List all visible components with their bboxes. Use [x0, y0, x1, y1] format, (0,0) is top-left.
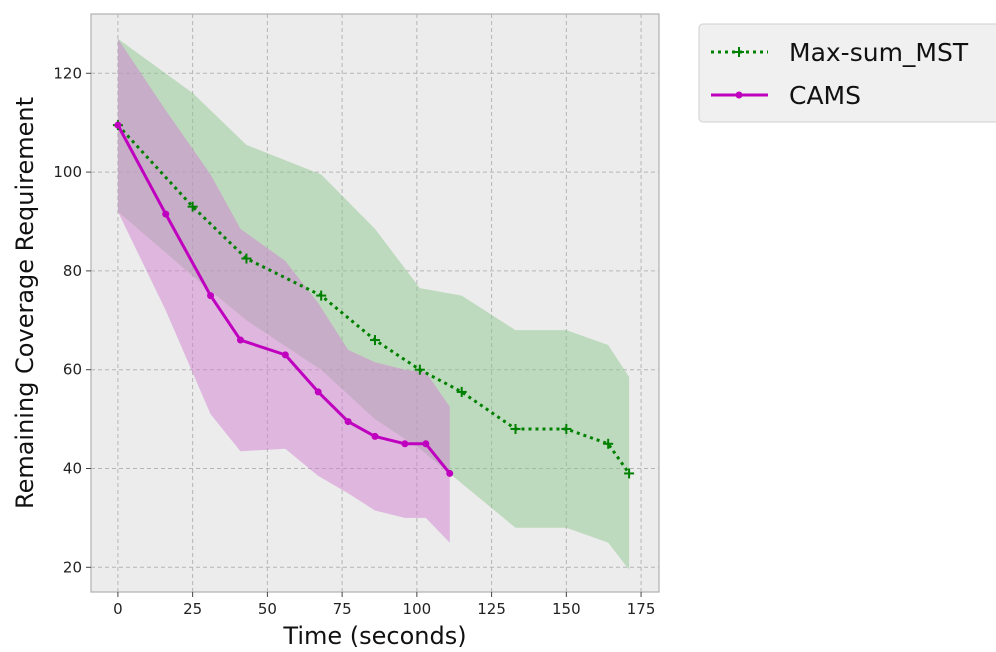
plot-frame [90, 13, 660, 593]
x-ticks: 0 25 50 75 100 125 150 175 [113, 592, 655, 618]
legend: Max-sum_MST CAMS [698, 23, 996, 123]
y-tick-label: 80 [63, 262, 82, 280]
point-max-sum-mst [603, 438, 614, 449]
x-tick-label: 75 [333, 600, 352, 618]
point-max-sum-mst [316, 290, 327, 301]
point-cams [422, 440, 430, 448]
x-tick-label: 150 [552, 600, 581, 618]
x-tick-label: 175 [627, 600, 656, 618]
band-cams [117, 38, 450, 543]
x-tick-label: 0 [113, 600, 123, 618]
point-cams [371, 432, 379, 440]
legend-entry-max-sum-mst: Max-sum_MST [711, 38, 969, 67]
x-axis-title: Time (seconds) [282, 622, 466, 650]
series-markers [112, 120, 635, 479]
point-cams [314, 388, 322, 396]
y-tick-label: 20 [63, 558, 82, 576]
point-cams [207, 292, 215, 300]
point-cams [114, 121, 122, 129]
legend-marker-cams [735, 91, 743, 99]
y-ticks: 20 40 60 80 100 120 [53, 64, 91, 576]
point-cams [236, 336, 244, 344]
legend-entry-cams: CAMS [711, 81, 861, 110]
y-tick-label: 40 [63, 459, 82, 477]
point-max-sum-mst [370, 335, 380, 346]
point-cams [162, 210, 170, 218]
legend-label-cams: CAMS [789, 81, 861, 110]
legend-label-max-sum-mst: Max-sum_MST [789, 38, 969, 67]
band-max-sum-mst [117, 38, 630, 570]
y-tick-label: 100 [53, 163, 82, 181]
y-tick-label: 60 [63, 361, 82, 379]
point-max-sum-mst [414, 364, 425, 375]
x-tick-label: 25 [183, 600, 202, 618]
x-tick-label: 50 [258, 600, 277, 618]
confidence-bands [117, 38, 630, 570]
point-max-sum-mst [561, 423, 572, 434]
legend-box [698, 23, 996, 123]
point-max-sum-mst [510, 423, 521, 434]
point-max-sum-mst [241, 253, 252, 264]
y-axis-title: Remaining Coverage Requirement [11, 97, 39, 509]
point-max-sum-mst [456, 386, 467, 397]
point-max-sum-mst [187, 201, 198, 212]
x-tick-label: 125 [477, 600, 506, 618]
point-cams [344, 418, 352, 426]
x-tick-label: 100 [403, 600, 432, 618]
point-cams [281, 351, 289, 359]
point-cams [401, 440, 409, 448]
y-tick-label: 120 [53, 64, 82, 82]
point-max-sum-mst [624, 468, 635, 479]
point-cams [446, 469, 454, 477]
